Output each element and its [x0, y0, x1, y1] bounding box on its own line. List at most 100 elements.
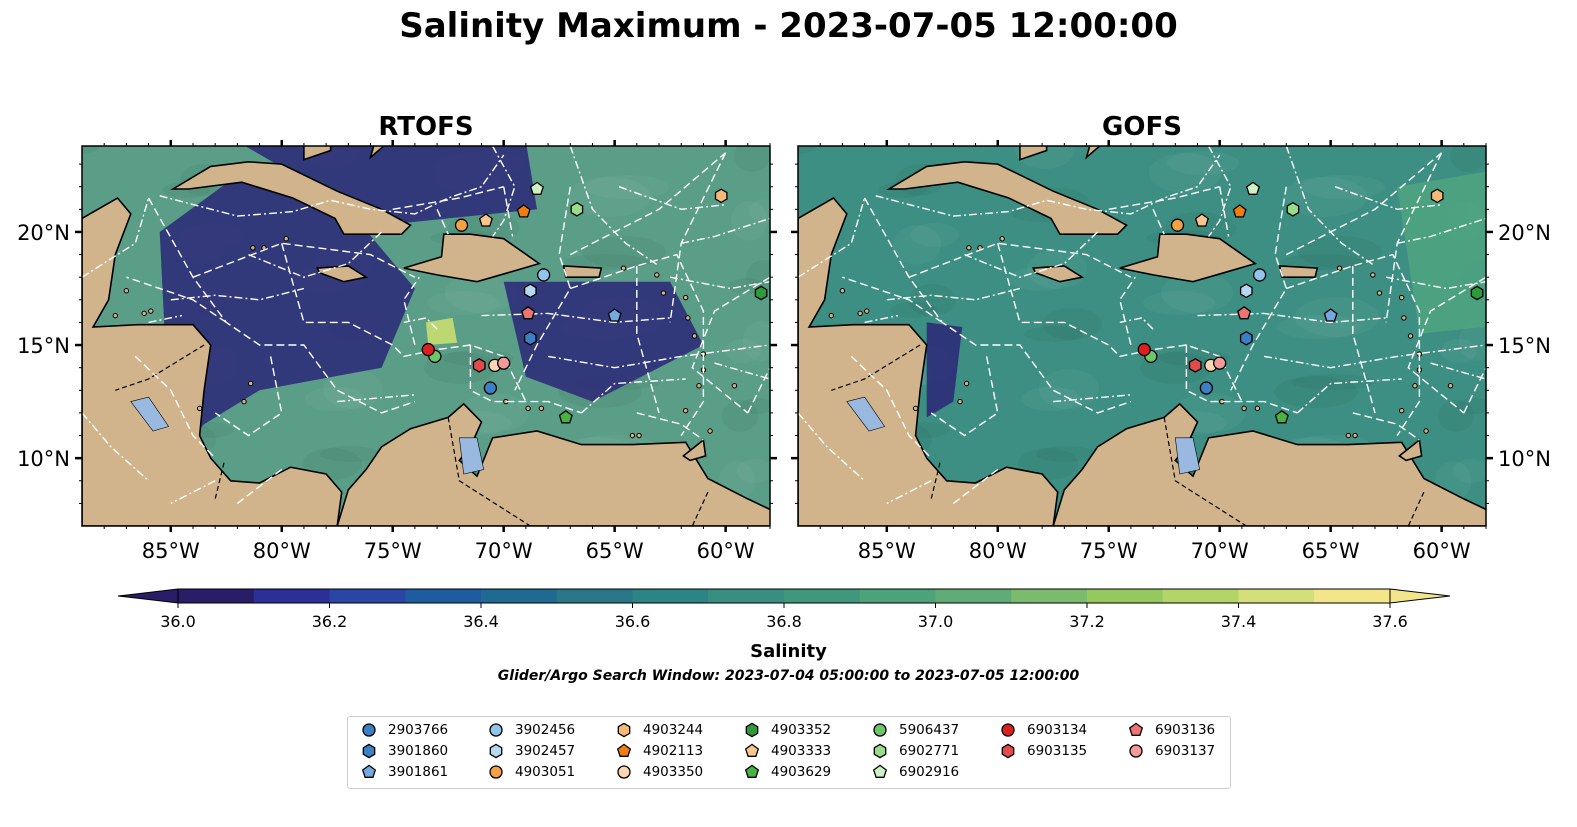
island: [1241, 405, 1247, 412]
legend-item-4903051: 4903051: [485, 762, 575, 782]
salinity-texture: [1456, 398, 1486, 414]
island: [1401, 315, 1407, 321]
legend-item-4902113: 4902113: [613, 741, 703, 761]
float-marker-3902457: [1239, 283, 1253, 299]
colorbar-bin: [1162, 589, 1239, 603]
legend-marker: [489, 765, 503, 779]
salinity-texture: [1295, 297, 1379, 337]
eez-boundary: [570, 253, 705, 436]
hexagon-marker-icon: [873, 743, 887, 759]
legend-item-6902771: 6902771: [869, 741, 959, 761]
island: [1370, 272, 1376, 278]
y-tick-label: 20°N: [17, 221, 70, 245]
salinity-texture: [1021, 387, 1081, 411]
eez-boundary: [436, 209, 449, 235]
salinity-texture: [1042, 308, 1102, 340]
shipping-lane: [580, 378, 686, 414]
eez-boundary: [863, 197, 1132, 414]
salinity-texture: [445, 273, 517, 313]
colorbar-bin: [329, 589, 406, 603]
salinity-texture: [1453, 459, 1486, 483]
float-marker-6903137: [1213, 356, 1227, 370]
hexagon-marker-icon: [745, 722, 759, 738]
eez-boundary: [392, 186, 504, 210]
island: [123, 288, 130, 294]
island: [828, 312, 834, 319]
salinity-texture: [746, 260, 770, 292]
island: [250, 245, 256, 251]
salinity-texture: [1277, 315, 1361, 339]
float-marker-6902771: [570, 201, 584, 217]
shipping-lane: [170, 287, 305, 301]
legend-marker: [873, 723, 887, 737]
eez-boundary: [1108, 186, 1220, 210]
island: [1398, 407, 1405, 414]
salinity-texture: [734, 146, 770, 172]
island: [654, 272, 660, 278]
eez-boundary: [1285, 152, 1443, 256]
float-marker-3901861: [1323, 308, 1338, 322]
country-border: [930, 462, 941, 500]
shipping-lane: [1053, 394, 1131, 403]
rtofs-axes: 85°W 80°W 75°W 70°W 65°W 60°W 20°N 15°N 10°N: [17, 140, 777, 563]
eez-boundary: [747, 367, 770, 414]
legend-item-3901860: 3901860: [358, 741, 448, 761]
eez-boundary: [1152, 209, 1165, 235]
salinity-texture: [323, 369, 383, 409]
float-marker-4902113: [516, 204, 531, 218]
float-marker-6903134: [421, 342, 435, 357]
shipping-lane: [1296, 378, 1402, 414]
legend-label: 6903134: [1027, 722, 1088, 738]
legend-label: 6902771: [899, 743, 960, 759]
island: [1407, 333, 1414, 339]
salinity-texture: [427, 291, 499, 315]
shipping-lane: [669, 276, 770, 290]
salinity-texture: [1024, 326, 1084, 342]
legend-marker: [1128, 722, 1144, 736]
x-tick-label: 70°W: [475, 539, 533, 563]
float-marker-6902916: [529, 181, 544, 195]
lake: [130, 396, 170, 432]
pentagon-marker-icon: [361, 764, 377, 778]
land: [1052, 402, 1486, 526]
eez-boundary: [1219, 186, 1230, 237]
map-panels: 85°W 80°W 75°W 70°W 65°W 60°W 20°N 15°N 10°N 85°…: [17, 140, 1551, 563]
legend-label: 3901861: [388, 764, 449, 780]
land: [1119, 233, 1258, 283]
legend-item-6902916: 6902916: [869, 762, 959, 782]
colorbar-tick-label: 37.6: [1372, 612, 1408, 631]
legend-marker: [1129, 744, 1143, 758]
colorbar-bin: [1314, 589, 1391, 603]
colorbar-tick-label: 36.0: [160, 612, 196, 631]
shipping-lane: [714, 362, 770, 380]
island: [691, 333, 698, 339]
legend-item-3902456: 3902456: [485, 720, 575, 740]
legend-label: 5906437: [899, 722, 960, 738]
salinity-texture: [737, 459, 770, 483]
land: [886, 160, 1128, 235]
eez-boundary: [192, 242, 416, 278]
legend-marker: [362, 743, 376, 759]
eez-boundary: [1119, 276, 1136, 346]
x-tick-label: 60°W: [697, 539, 755, 563]
legend-marker: [1001, 743, 1015, 759]
pentagon-marker-icon: [744, 764, 760, 778]
float-marker-4903629: [558, 409, 573, 424]
salinity-texture: [585, 175, 669, 199]
salinity-texture: [1149, 153, 1221, 193]
eez-boundary: [1407, 276, 1486, 414]
float-marker-6902771: [1286, 201, 1300, 217]
eez-boundary: [636, 265, 660, 414]
shipping-lane: [1285, 146, 1376, 267]
salinity-texture: [731, 201, 767, 241]
float-marker-6903137: [497, 356, 511, 370]
salinity-patch: [159, 175, 415, 459]
salinity-texture: [1292, 374, 1376, 390]
float-marker-4902113: [1232, 204, 1247, 218]
eez-boundary: [1352, 265, 1376, 414]
shipping-lane: [875, 154, 1221, 217]
island: [629, 432, 636, 439]
float-marker-6903134: [1137, 342, 1151, 357]
island: [1352, 432, 1358, 439]
island: [148, 308, 154, 314]
